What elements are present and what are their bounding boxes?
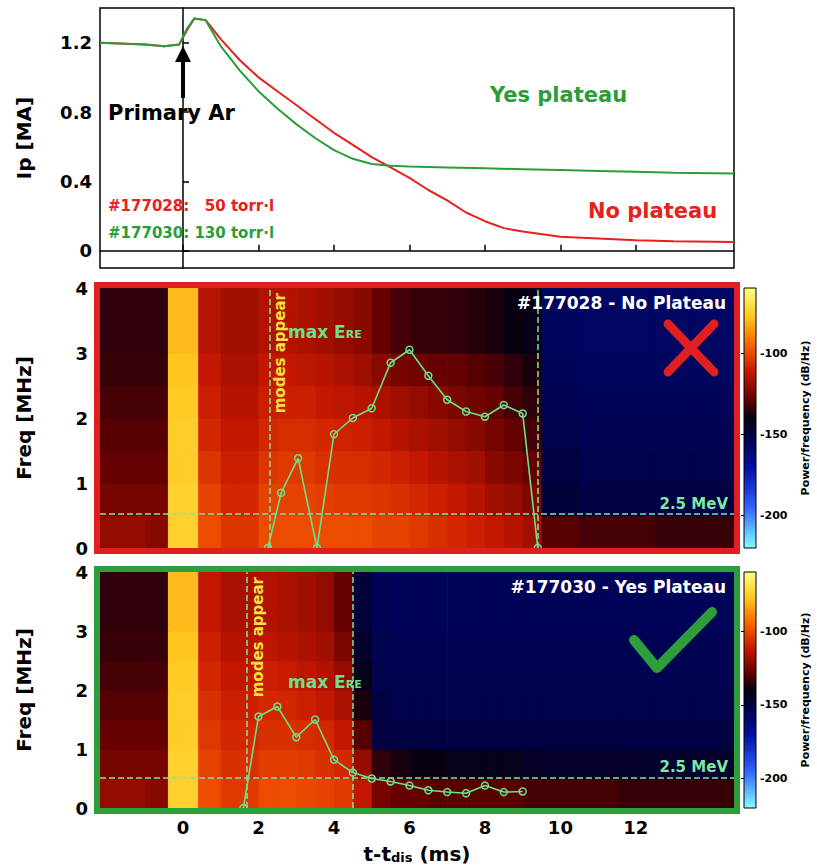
svg-text:0: 0	[79, 240, 92, 261]
svg-text:-200: -200	[760, 772, 788, 785]
svg-text:-150: -150	[760, 428, 788, 441]
svg-text:-200: -200	[760, 509, 788, 522]
svg-text:10: 10	[548, 817, 573, 838]
svg-text:4: 4	[75, 562, 88, 583]
svg-text:Primary Ar: Primary Ar	[108, 101, 236, 125]
svg-text:Ip [MA]: Ip [MA]	[12, 97, 36, 179]
svg-text:RE: RE	[346, 328, 362, 341]
svg-text:Freq [MHz]: Freq [MHz]	[12, 356, 36, 480]
svg-text:No plateau: No plateau	[588, 199, 717, 223]
svg-text:RE: RE	[346, 678, 362, 691]
svg-text:#177030: 130 torr·l: #177030: 130 torr·l	[108, 224, 274, 242]
svg-text:dis: dis	[391, 850, 413, 865]
svg-text:Power/frequency (dB/Hz): Power/frequency (dB/Hz)	[799, 341, 812, 496]
svg-text:(ms): (ms)	[412, 842, 470, 866]
svg-text:-100: -100	[760, 347, 788, 360]
svg-text:0.8: 0.8	[60, 102, 92, 123]
svg-text:6: 6	[403, 817, 416, 838]
svg-text:2.5 MeV: 2.5 MeV	[659, 758, 728, 776]
svg-text:8: 8	[479, 817, 492, 838]
svg-text:#177030 - Yes Plateau: #177030 - Yes Plateau	[511, 577, 726, 597]
svg-text:1: 1	[75, 473, 88, 494]
svg-text:2: 2	[252, 817, 265, 838]
svg-text:modes appear: modes appear	[271, 292, 289, 413]
svg-text:4: 4	[328, 817, 341, 838]
svg-text:t-t: t-t	[364, 842, 392, 866]
svg-text:12: 12	[623, 817, 648, 838]
svg-text:3: 3	[75, 343, 88, 364]
svg-text:1: 1	[75, 739, 88, 760]
svg-text:0: 0	[177, 817, 190, 838]
svg-text:Power/frequency (dB/Hz): Power/frequency (dB/Hz)	[799, 613, 812, 768]
svg-text:-100: -100	[760, 625, 788, 638]
svg-text:modes appear: modes appear	[249, 576, 267, 697]
svg-text:0: 0	[75, 798, 88, 819]
svg-text:3: 3	[75, 621, 88, 642]
svg-text:0.4: 0.4	[60, 171, 92, 192]
svg-text:1.2: 1.2	[60, 32, 92, 53]
svg-text:max E: max E	[288, 322, 346, 342]
svg-text:Freq [MHz]: Freq [MHz]	[12, 628, 36, 752]
svg-text:2: 2	[75, 408, 88, 429]
svg-text:2: 2	[75, 680, 88, 701]
svg-text:max E: max E	[288, 672, 346, 692]
svg-text:0: 0	[75, 538, 88, 559]
svg-text:#177028 - No Plateau: #177028 - No Plateau	[517, 293, 726, 313]
svg-text:#177028: 50 torr·l: #177028: 50 torr·l	[108, 197, 274, 215]
svg-text:4: 4	[75, 278, 88, 299]
svg-text:2.5 MeV: 2.5 MeV	[659, 495, 728, 513]
svg-text:Yes plateau: Yes plateau	[489, 83, 627, 107]
svg-text:-150: -150	[760, 698, 788, 711]
